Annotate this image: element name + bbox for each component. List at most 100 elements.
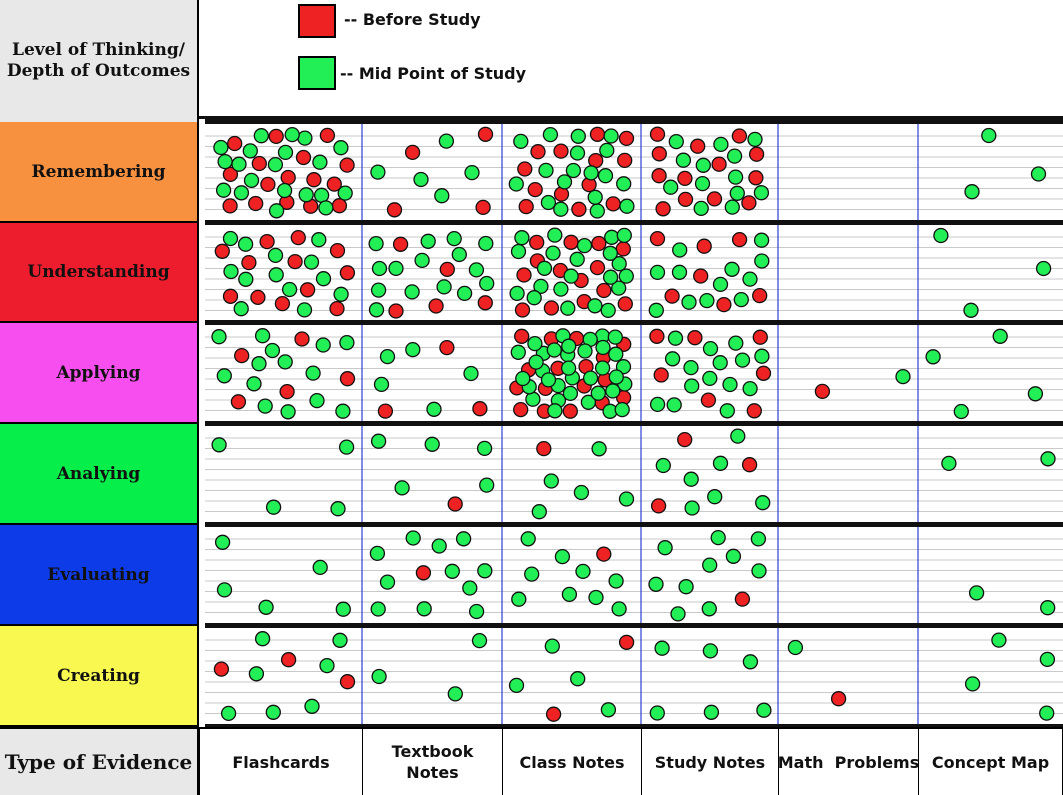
mid-study-dot [570,671,586,687]
before-study-dot [251,155,267,172]
mid-study-dot [590,385,606,401]
before-study-dot [731,128,748,144]
before-study-dot [649,126,666,142]
mid-study-dot [569,145,586,161]
mid-study-dot [451,246,467,263]
mid-study-dot [734,352,751,368]
mid-study-dot [733,291,749,308]
before-study-dot [222,198,238,214]
column-study-notes: Study Notes [641,727,778,795]
level-understanding: Understanding [0,223,199,323]
mid-study-dot [456,285,473,302]
row-separator [205,421,1063,426]
before-study-dot [339,265,356,281]
before-study-dot [329,242,346,259]
before-study-dot [475,199,491,216]
mid-study-dot [666,397,682,413]
mid-study-dot [583,165,599,181]
mid-study-dot [615,359,632,375]
before-study-dot [250,289,266,306]
level-remembering: Remembering [0,122,199,223]
mid-study-dot [313,187,330,203]
mid-study-dot [280,404,296,420]
mid-study-dot [722,376,738,393]
mid-study-dot [600,702,617,718]
mid-study-dot [730,428,746,444]
mid-study-dot [394,480,410,496]
before-study-dot [650,498,667,514]
before-study-dot [589,259,606,276]
mid-study-dot [547,403,563,419]
before-study-dot [731,231,748,248]
row-separator [205,220,1063,225]
mid-study-dot [463,365,479,382]
before-study-dot [664,288,680,304]
mid-study-dot [611,601,627,617]
before-study-dot [690,138,706,154]
before-study-dot [234,347,250,364]
mid-study-dot [242,143,258,159]
mid-study-dot [424,436,440,452]
footer-title: Type of Evidence [0,727,199,795]
mid-study-dot [699,292,715,309]
mid-study-dot [605,383,621,399]
row-separator [205,522,1063,527]
before-study-dot [287,253,303,270]
mid-study-dot [724,261,740,277]
mid-study-dot [554,548,571,565]
before-study-dot [543,300,560,316]
mid-study-dot [729,185,745,201]
before-study-dot [259,233,275,250]
mid-study-dot [671,264,688,280]
mid-study-dot [608,573,624,589]
before-study-dot [516,267,532,283]
column-math-problems: Math Problems [778,727,919,795]
mid-study-dot [755,495,771,511]
mid-study-dot [712,455,729,471]
mid-study-dot [338,439,355,455]
before-study-dot [746,403,762,419]
mid-study-dot [675,152,692,168]
mid-study-dot [214,534,231,550]
mid-study-dot [580,394,597,410]
mid-study-dot [248,666,265,682]
mid-study-dot [268,203,285,219]
mid-study-dot [315,271,332,287]
mid-study-dot [211,329,227,345]
mid-study-dot [223,263,239,280]
before-study-dot [222,288,239,304]
before-study-dot [545,706,562,722]
mid-study-dot [540,194,557,211]
before-study-dot [472,401,488,417]
mid-study-dot [436,279,452,295]
before-study-dot [649,328,665,344]
mid-study-dot [319,657,335,674]
mid-study-dot [379,574,396,590]
mid-study-dot [547,227,563,243]
mid-study-dot [565,162,582,179]
mid-study-dot [233,301,249,317]
before-study-dot [415,565,432,581]
before-study-dot [605,196,621,212]
before-study-dot [696,238,712,254]
mid-study-dot [577,343,593,359]
before-study-dot [241,254,257,271]
mid-study-dot [681,294,697,310]
mid-study-dot [672,242,688,258]
mid-study-dot [253,128,269,144]
before-study-dot [615,241,631,257]
mid-study-dot [524,566,540,582]
mid-study-dot [215,182,232,198]
before-study-dot [649,230,666,247]
mid-study-dot [277,354,293,370]
before-study-dot [377,403,394,419]
before-study-dot [677,431,693,448]
mid-study-dot [1040,451,1056,467]
before-study-dot [388,303,404,319]
mid-study-dot [284,126,300,143]
mid-study-dot [602,245,618,261]
before-study-dot [814,383,831,400]
before-study-dot [527,181,543,198]
mid-study-dot [216,368,232,384]
column-class-notes: Class Notes [502,727,641,795]
